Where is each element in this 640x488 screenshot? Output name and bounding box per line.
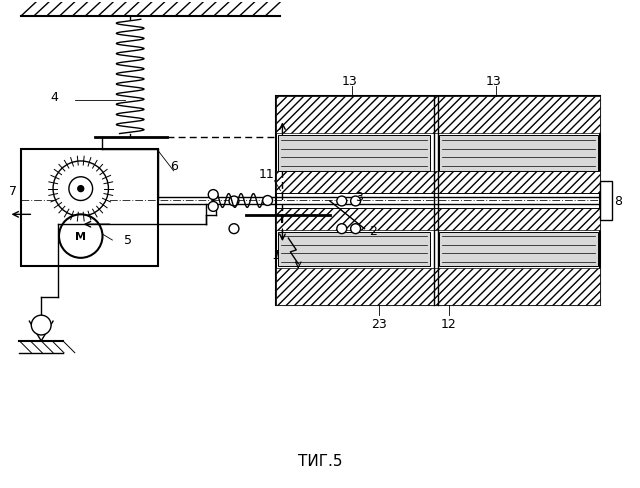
Text: 13: 13: [486, 75, 502, 88]
Circle shape: [337, 197, 347, 206]
Text: 11: 11: [259, 167, 275, 181]
Bar: [275, 171, 600, 193]
Text: 1: 1: [273, 248, 280, 261]
Bar: [275, 97, 600, 305]
Circle shape: [31, 316, 51, 335]
Bar: [275, 97, 600, 134]
Circle shape: [78, 186, 84, 192]
Bar: [278, 136, 431, 171]
Text: M: M: [76, 232, 86, 242]
Text: 3: 3: [355, 191, 362, 204]
Text: 6: 6: [170, 160, 178, 172]
Text: 5: 5: [124, 234, 132, 246]
Text: 4: 4: [50, 90, 58, 103]
Text: 2: 2: [369, 224, 378, 238]
Bar: [278, 233, 431, 266]
Circle shape: [229, 197, 239, 206]
Bar: [600, 182, 612, 221]
Circle shape: [69, 178, 93, 201]
Bar: [439, 233, 598, 266]
Circle shape: [208, 202, 218, 212]
Text: 8: 8: [614, 195, 623, 208]
Text: 23: 23: [371, 317, 387, 330]
Bar: [275, 268, 600, 305]
Circle shape: [351, 197, 360, 206]
Circle shape: [337, 224, 347, 234]
Circle shape: [229, 224, 239, 234]
Circle shape: [53, 162, 108, 217]
Circle shape: [208, 190, 218, 200]
Circle shape: [262, 196, 273, 206]
Circle shape: [351, 224, 360, 234]
Text: 7: 7: [8, 184, 17, 197]
Text: ΤИГ.5: ΤИГ.5: [298, 453, 342, 468]
Bar: [275, 209, 600, 231]
Text: 13: 13: [342, 75, 358, 88]
Circle shape: [59, 215, 102, 258]
Bar: [439, 136, 598, 171]
Bar: [21, 150, 158, 266]
Text: 12: 12: [441, 317, 456, 330]
